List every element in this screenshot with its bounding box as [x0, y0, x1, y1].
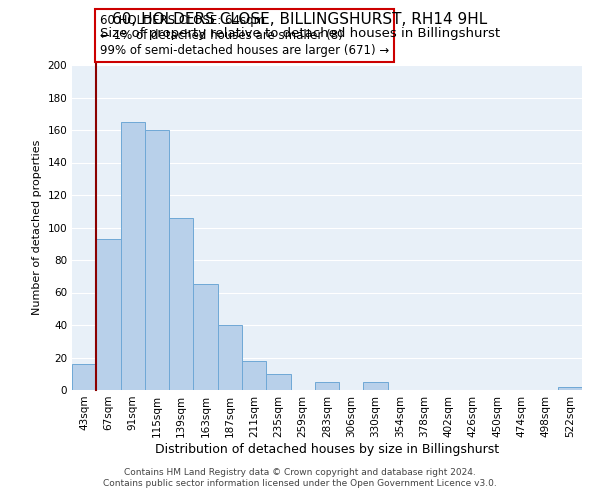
Bar — [96, 239, 121, 390]
Bar — [218, 325, 242, 390]
Text: 60 HOLDERS CLOSE: 64sqm
← 1% of detached houses are smaller (8)
99% of semi-deta: 60 HOLDERS CLOSE: 64sqm ← 1% of detached… — [100, 14, 389, 57]
Bar — [315, 382, 339, 390]
Bar — [242, 361, 266, 390]
Bar — [169, 218, 193, 390]
Bar — [558, 387, 582, 390]
X-axis label: Distribution of detached houses by size in Billingshurst: Distribution of detached houses by size … — [155, 442, 499, 456]
Text: Contains HM Land Registry data © Crown copyright and database right 2024.
Contai: Contains HM Land Registry data © Crown c… — [103, 468, 497, 487]
Text: 60, HOLDERS CLOSE, BILLINGSHURST, RH14 9HL: 60, HOLDERS CLOSE, BILLINGSHURST, RH14 9… — [112, 12, 488, 28]
Bar — [72, 364, 96, 390]
Bar — [364, 382, 388, 390]
Text: Size of property relative to detached houses in Billingshurst: Size of property relative to detached ho… — [100, 28, 500, 40]
Bar — [193, 284, 218, 390]
Bar — [266, 374, 290, 390]
Bar — [121, 122, 145, 390]
Bar — [145, 130, 169, 390]
Y-axis label: Number of detached properties: Number of detached properties — [32, 140, 42, 315]
